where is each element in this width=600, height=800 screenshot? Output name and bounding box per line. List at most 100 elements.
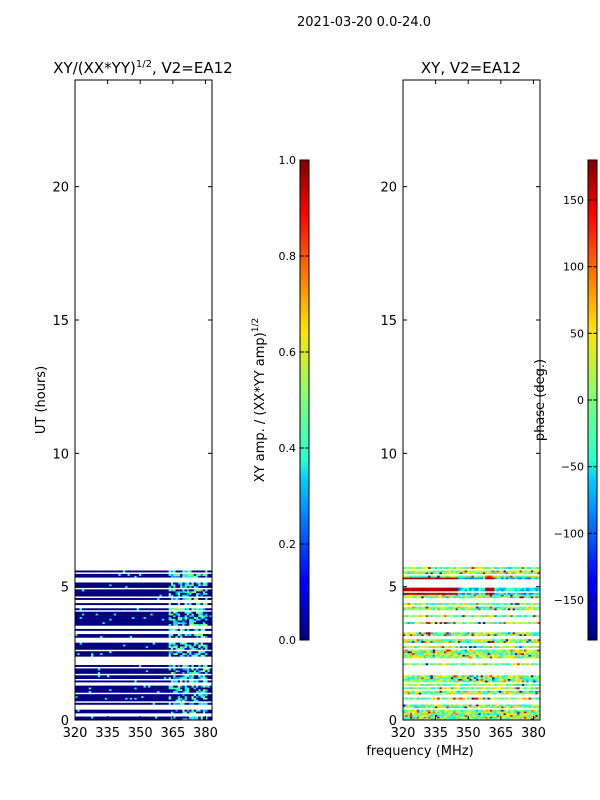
heatmap-cell	[512, 704, 516, 707]
heatmap-cell	[84, 644, 87, 647]
heatmap-cell	[168, 642, 172, 645]
heatmap-cell	[412, 606, 415, 609]
heatmap-cell	[134, 702, 138, 705]
heatmap-cell	[533, 646, 536, 649]
heatmap-cell	[418, 718, 422, 720]
heatmap-cell	[132, 709, 135, 712]
heatmap-cell	[492, 713, 495, 716]
heatmap-cell	[425, 622, 429, 624]
heatmap-cell	[159, 594, 163, 597]
heatmap-cell	[492, 663, 495, 666]
heatmap-cell	[109, 603, 112, 606]
heatmap-cell	[138, 699, 142, 702]
heatmap-cell	[205, 670, 208, 673]
heatmap-cell	[157, 677, 160, 679]
heatmap-cell	[134, 644, 138, 647]
heatmap-cell	[168, 646, 172, 649]
heatmap-cell	[175, 618, 179, 621]
heatmap-cell	[173, 616, 176, 619]
heatmap-cell	[466, 704, 470, 707]
heatmap-cell	[450, 663, 454, 666]
heatmap-cell	[207, 594, 211, 597]
heatmap-cell	[113, 582, 117, 585]
heatmap-cell	[209, 680, 212, 683]
heatmap-cell	[75, 671, 78, 674]
heatmap-cell	[439, 711, 443, 714]
heatmap-cell	[120, 670, 124, 673]
heatmap-cell	[414, 608, 418, 611]
heatmap-cell	[86, 584, 90, 587]
heatmap-cell	[148, 582, 151, 585]
heatmap-cell	[189, 711, 192, 714]
heatmap-cell	[79, 689, 83, 691]
heatmap-cell	[496, 683, 500, 686]
heatmap-cell	[407, 683, 411, 686]
heatmap-cell	[476, 640, 479, 643]
heatmap-cell	[200, 651, 204, 654]
heatmap-cell	[81, 716, 85, 719]
heatmap-cell	[145, 665, 149, 667]
heatmap-cell	[457, 677, 461, 679]
heatmap-cell	[90, 622, 94, 624]
heatmap-cell	[109, 646, 112, 649]
heatmap-cell	[418, 704, 422, 707]
heatmap-cell	[462, 632, 466, 635]
heatmap-cell	[403, 632, 406, 635]
heatmap-cell	[407, 651, 411, 654]
heatmap-cell	[177, 575, 181, 578]
heatmap-cell	[134, 716, 138, 719]
heatmap-cell	[524, 656, 527, 659]
heatmap-cell	[464, 687, 468, 690]
heatmap-cell	[95, 702, 99, 705]
heatmap-cell	[104, 647, 108, 650]
heatmap-cell	[132, 591, 135, 594]
heatmap-cell	[485, 714, 488, 717]
heatmap-cell	[100, 680, 103, 683]
heatmap-cell	[421, 677, 424, 679]
heatmap-cell	[100, 665, 103, 667]
heatmap-cell	[122, 615, 126, 618]
heatmap-cell	[152, 635, 156, 638]
heatmap-cell	[209, 622, 212, 624]
heatmap-cell	[469, 678, 472, 681]
heatmap-cell	[157, 575, 160, 578]
heatmap-cell	[202, 597, 206, 600]
heatmap-cell	[150, 591, 154, 594]
heatmap-cell	[524, 622, 527, 624]
heatmap-cell	[161, 611, 165, 614]
heatmap-cell	[421, 697, 424, 700]
heatmap-cell	[157, 695, 160, 698]
heatmap-cell	[450, 632, 454, 635]
heatmap-cell	[405, 656, 408, 659]
heatmap-cell	[136, 652, 140, 655]
heatmap-cell	[444, 678, 447, 681]
heatmap-cell	[132, 575, 135, 578]
heatmap-cell	[81, 584, 85, 587]
heatmap-cell	[193, 592, 197, 595]
heatmap-cell	[517, 678, 520, 681]
heatmap-cell	[88, 618, 92, 621]
heatmap-cell	[93, 597, 96, 600]
heatmap-cell	[164, 694, 167, 697]
heatmap-cell	[535, 656, 539, 659]
heatmap-cell	[524, 639, 527, 642]
heatmap-cell	[134, 651, 138, 654]
heatmap-cell	[403, 663, 406, 666]
heatmap-cell	[111, 635, 115, 638]
heatmap-cell	[132, 594, 135, 597]
heatmap-cell	[480, 680, 484, 683]
heatmap-cell	[97, 573, 101, 576]
heatmap-cell	[425, 678, 429, 681]
heatmap-cell	[173, 615, 176, 618]
heatmap-cell	[519, 716, 523, 719]
heatmap-cell	[186, 573, 190, 576]
heatmap-cell	[464, 675, 468, 678]
heatmap-cell	[90, 697, 94, 700]
heatmap-cell	[95, 697, 99, 700]
heatmap-cell	[148, 690, 151, 693]
heatmap-cell	[489, 656, 493, 659]
heatmap-cell	[129, 668, 133, 671]
heatmap-cell	[498, 651, 502, 654]
heatmap-cell	[175, 628, 179, 631]
heatmap-cell	[166, 570, 170, 573]
